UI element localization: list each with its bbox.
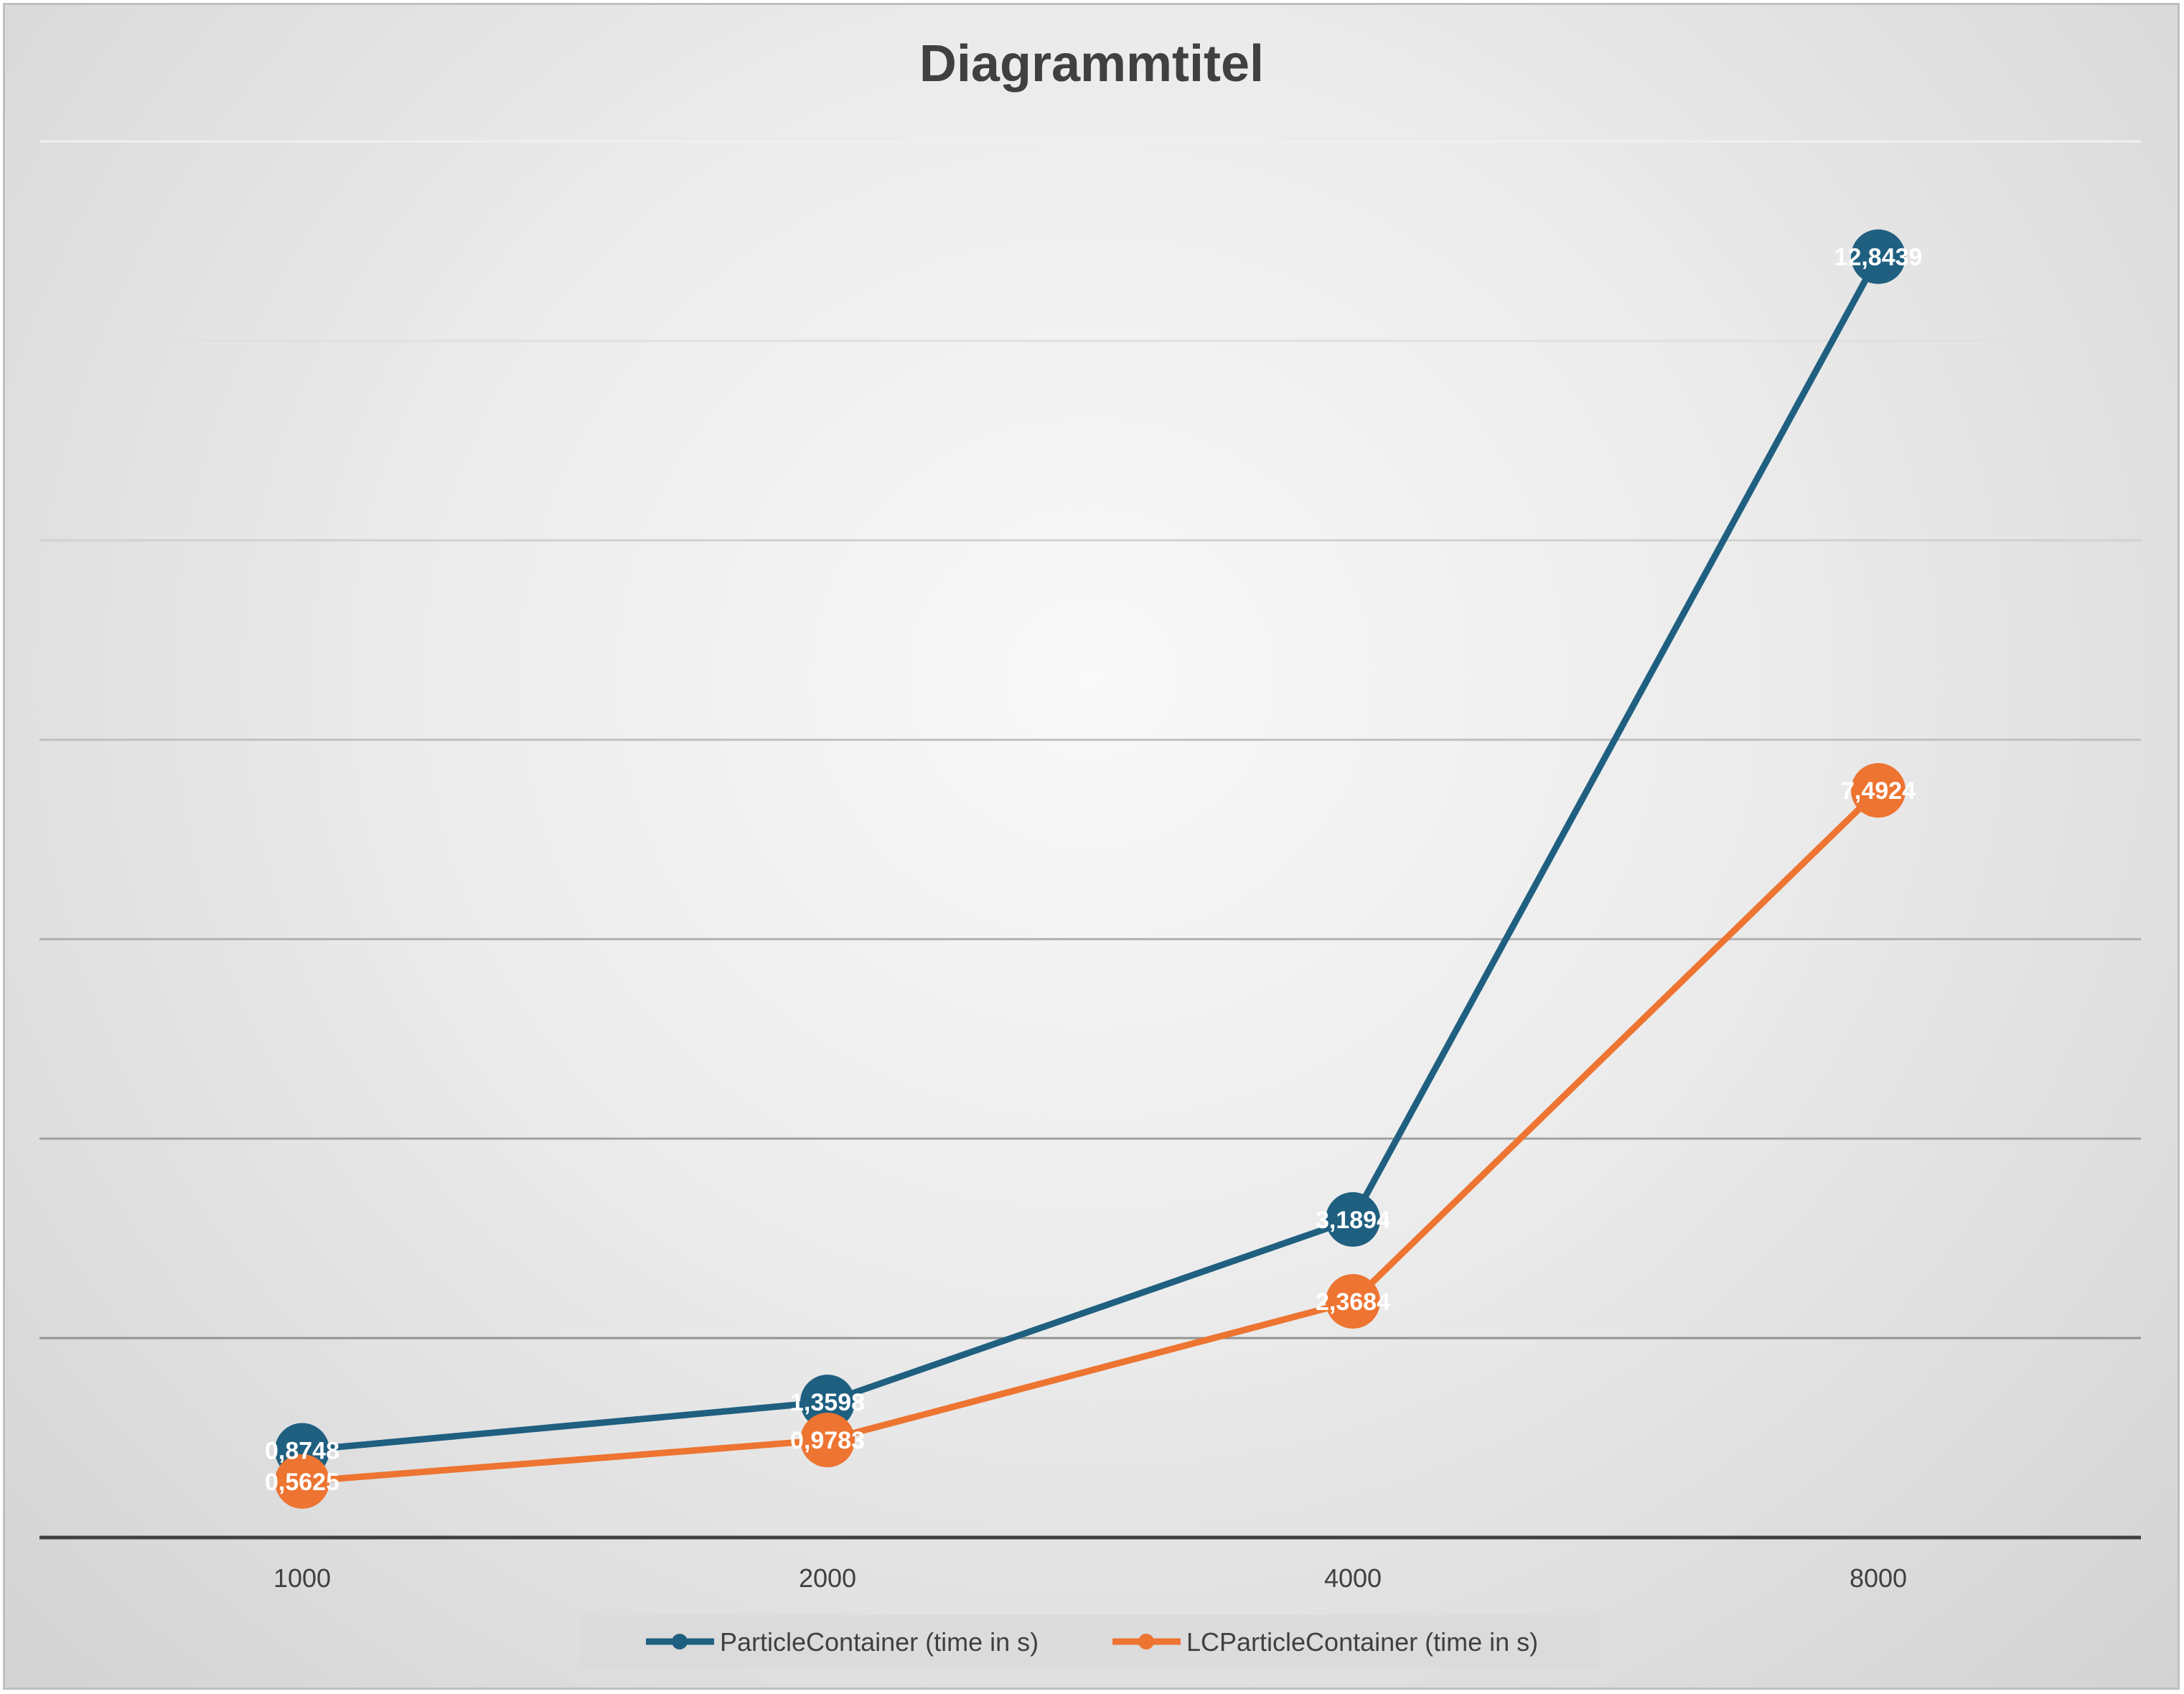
x-axis-tick-labels: 1000 2000 4000 8000 [273, 1563, 1907, 1593]
data-label: 0,5625 [265, 1469, 339, 1496]
series-line-2 [301, 787, 1881, 1485]
legend-box [581, 1615, 1600, 1668]
data-point-marker [800, 1413, 855, 1468]
legend-marker [672, 1634, 688, 1649]
series-line-1 [301, 255, 1881, 1454]
legend-marker [1138, 1634, 1154, 1649]
data-point-marker [1326, 1273, 1380, 1329]
chart-title: Diagrammtitel [919, 35, 1264, 93]
gridlines [39, 140, 2141, 1339]
data-point-marker [275, 1454, 329, 1509]
x-tick-label: 2000 [799, 1563, 856, 1593]
x-tick-label: 1000 [273, 1563, 331, 1593]
data-label: 12,8439 [1834, 244, 1923, 271]
data-point-marker [1851, 229, 1906, 284]
data-label: 2,3684 [1316, 1288, 1390, 1316]
legend-label: LCParticleContainer (time in s) [1186, 1627, 1538, 1657]
legend: ParticleContainer (time in s) LCParticleC… [581, 1615, 1600, 1668]
data-label: 7,4924 [1841, 777, 1916, 805]
x-tick-label: 4000 [1324, 1563, 1382, 1593]
data-label: 1,3598 [790, 1389, 865, 1416]
data-label: 3,1894 [1316, 1207, 1390, 1234]
data-point-marker [1851, 763, 1906, 818]
legend-label: ParticleContainer (time in s) [720, 1627, 1039, 1657]
data-point-marker [800, 1375, 855, 1430]
x-tick-label: 8000 [1850, 1563, 1907, 1593]
series-layer: 0,8748 1,3598 3,1894 12,8439 0,5625 0,9783 2,3… [265, 229, 1923, 1509]
data-label: 0,9783 [790, 1427, 865, 1454]
data-point-marker [1326, 1192, 1380, 1247]
data-label: 0,8748 [265, 1437, 339, 1464]
